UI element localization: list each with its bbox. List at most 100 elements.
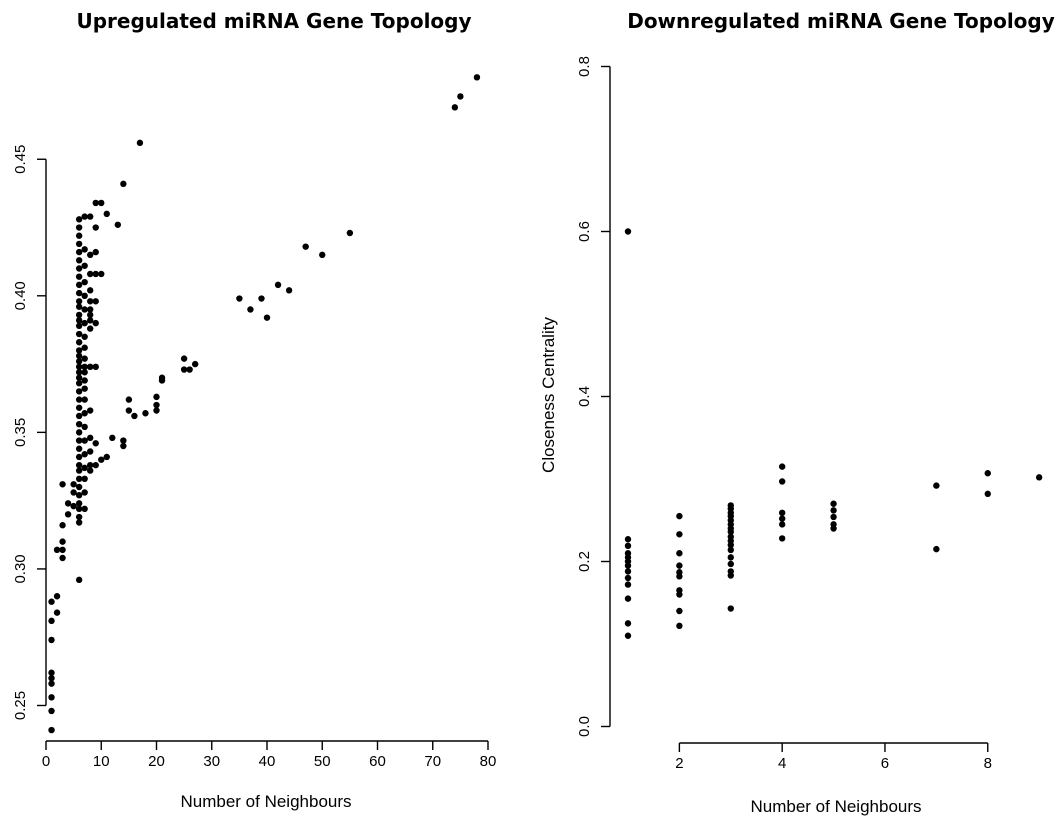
data-point (98, 270, 105, 278)
data-point (778, 515, 786, 522)
data-point (53, 546, 61, 554)
data-points (48, 74, 481, 734)
x-tick-label: 2 (675, 755, 683, 772)
data-point (87, 467, 94, 474)
x-tick-label: 30 (203, 753, 220, 770)
data-point (48, 617, 55, 625)
x-tick-label: 0 (42, 753, 50, 770)
data-point (676, 531, 683, 538)
x-axis-label: Number of Neighbours (180, 792, 351, 811)
data-point (75, 240, 83, 248)
data-point (75, 491, 83, 499)
data-point (92, 298, 99, 305)
data-point (676, 622, 683, 630)
data-point (158, 374, 166, 381)
data-point (81, 213, 88, 220)
data-point (70, 481, 77, 488)
data-point (59, 481, 66, 488)
data-point (75, 500, 83, 507)
data-point (75, 265, 83, 272)
data-point (98, 456, 105, 463)
data-point (727, 541, 734, 549)
data-point (624, 595, 632, 602)
data-point (87, 270, 94, 278)
data-point (87, 251, 94, 259)
data-point (81, 246, 88, 253)
data-point (75, 475, 83, 483)
data-point (125, 407, 133, 414)
data-point (109, 434, 116, 442)
data-point (87, 325, 94, 332)
data-point (75, 461, 83, 469)
x-tick-label: 60 (369, 753, 386, 770)
data-point (87, 298, 94, 305)
data-point (48, 726, 55, 734)
data-point (676, 512, 683, 520)
data-point (247, 306, 254, 313)
data-point (274, 281, 282, 289)
data-point (727, 605, 734, 612)
data-point (75, 467, 83, 474)
data-point (59, 522, 66, 529)
y-tick-label: 0.25 (12, 691, 29, 720)
data-point (81, 369, 88, 376)
data-points (624, 228, 1043, 639)
data-point (285, 287, 293, 294)
data-point (75, 453, 83, 461)
data-point (180, 355, 188, 362)
x-tick-label: 8 (984, 755, 992, 772)
data-point (87, 363, 94, 371)
data-point (136, 139, 144, 147)
data-point (473, 74, 481, 81)
data-point (81, 385, 88, 392)
data-point (75, 396, 83, 403)
data-point (48, 669, 55, 676)
data-point (676, 562, 683, 569)
data-point (81, 278, 88, 286)
data-point (75, 232, 83, 239)
data-point (778, 535, 786, 542)
data-point (624, 536, 632, 543)
data-point (1035, 474, 1043, 481)
data-point (81, 306, 88, 313)
data-point (186, 366, 193, 373)
data-point (624, 562, 632, 569)
data-point (727, 546, 734, 554)
x-tick-label: 10 (93, 753, 110, 770)
data-point (92, 319, 99, 327)
data-point (81, 377, 88, 384)
data-point (624, 632, 632, 639)
axes: 0 10 20 30 40 50 60 70 80 0.25 0.30 0.35 0.40 0.45 (12, 145, 496, 770)
data-point (125, 396, 133, 403)
data-point (75, 576, 83, 584)
data-point (984, 490, 991, 498)
x-tick-label: 40 (259, 753, 276, 770)
data-point (87, 407, 94, 414)
data-point (75, 248, 83, 256)
data-point (64, 511, 72, 518)
data-point (933, 482, 940, 489)
data-point (64, 500, 72, 507)
data-point (984, 470, 991, 477)
data-point (258, 295, 265, 302)
y-tick-label: 0.45 (12, 145, 29, 174)
data-point (830, 525, 837, 532)
data-point (81, 423, 88, 431)
y-tick-label: 0.6 (576, 221, 593, 242)
data-point (87, 306, 94, 313)
data-point (75, 358, 83, 365)
data-point (75, 505, 83, 513)
chart-title: Upregulated miRNA Gene Topology (76, 9, 471, 33)
data-point (75, 363, 83, 371)
data-point (624, 620, 632, 627)
data-point (153, 407, 160, 414)
data-point (75, 273, 83, 280)
x-tick-label: 20 (148, 753, 165, 770)
data-point (236, 295, 243, 302)
data-point (75, 352, 83, 360)
data-point (59, 546, 66, 554)
data-point (87, 317, 94, 324)
data-point (81, 363, 88, 371)
data-point (87, 461, 94, 469)
